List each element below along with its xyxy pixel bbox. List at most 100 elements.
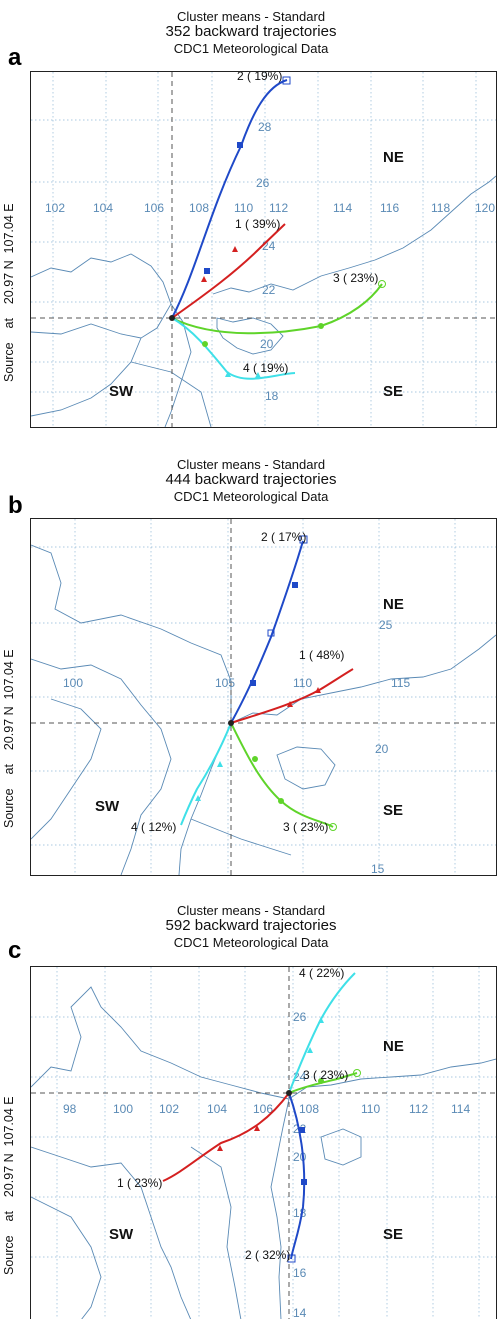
cluster-4-label: 4 ( 12%) [131,820,176,834]
lat-tick: 18 [265,389,279,403]
lat-tick: 20 [375,742,389,756]
source-crosshair [31,519,496,875]
source-label: Source at 20.97 N 107.04 E [2,203,16,382]
lon-tick: 118 [431,201,450,215]
cluster-labels: 1 ( 39%) 2 ( 19%) 3 ( 23%) 4 ( 19%) [235,72,378,375]
lat-tick: 28 [258,120,272,134]
cluster-3-label: 3 ( 23%) [333,271,378,285]
tick-labels: 98 100 102 104 106 108 110 112 114 26 24… [63,1010,470,1319]
cluster-2-label: 2 ( 32%) [245,1248,290,1262]
region-sw: SW [109,383,134,400]
lat-tick: 14 [293,1306,307,1319]
panel-title-2: 352 backward trajectories [165,23,337,40]
coastline [31,175,496,427]
trajectory-cluster-1 [162,1092,290,1182]
trajectory-cluster-2 [230,540,304,724]
lon-tick: 116 [380,201,399,215]
region-ne: NE [383,1038,404,1055]
map-svg: 98 100 102 104 106 108 110 112 114 26 24… [31,967,496,1319]
region-se: SE [383,1226,403,1243]
region-labels: NE SE SW [95,596,404,819]
lon-tick: 100 [113,1102,133,1116]
lon-tick: 106 [144,201,164,215]
region-se: SE [383,802,403,819]
source-label: Source at 20.97 N 107.04 E [2,1096,16,1275]
trajectory-cluster-4 [180,722,232,826]
trajectory-cluster-4 [171,317,296,380]
region-sw: SW [95,798,120,815]
trajectory-cluster-1 [230,668,354,724]
region-sw: SW [109,1226,134,1243]
cluster-1-label: 1 ( 39%) [235,217,280,231]
lon-tick: 102 [159,1102,179,1116]
panel-letter: b [8,492,23,519]
cluster-4-label: 4 ( 19%) [243,361,288,375]
grid-lines [31,72,496,427]
cluster-labels: 1 ( 23%) 2 ( 32%) 3 ( 23%) 4 ( 22%) [117,967,348,1262]
lon-tick: 110 [293,676,312,690]
lon-tick: 115 [391,676,410,690]
panel-title-2: 592 backward trajectories [165,917,337,934]
lat-tick: 26 [256,176,270,190]
lon-tick: 110 [234,201,253,215]
tick-labels: 102 104 106 108 110 112 114 116 118 120 … [45,120,495,403]
lon-tick: 108 [189,201,209,215]
lon-tick: 120 [475,201,495,215]
panel-title-1: Cluster means - Standard [176,457,326,472]
trajectory-markers [169,76,386,378]
coastline [31,544,496,875]
panel-title-3: CDC1 Meteorological Data [173,935,329,950]
source-label: Source at 20.97 N 107.04 E [2,649,16,828]
lat-tick: 18 [293,1206,307,1220]
trajectory-markers [217,1017,361,1263]
lon-tick: 106 [253,1102,273,1116]
lon-tick: 108 [299,1102,319,1116]
region-ne: NE [383,149,404,166]
trajectory-map: 98 100 102 104 106 108 110 112 114 26 24… [30,966,497,1319]
cluster-1-label: 1 ( 48%) [299,648,344,662]
lon-tick: 102 [45,201,65,215]
lat-tick: 24 [262,239,276,253]
lon-tick: 100 [63,676,83,690]
region-ne: NE [383,596,404,613]
panel-title-1: Cluster means - Standard [176,9,326,24]
lon-tick: 112 [409,1102,428,1116]
cluster-3-label: 3 ( 23%) [303,1068,348,1082]
region-se: SE [383,383,403,400]
cluster-3-label: 3 ( 23%) [283,820,328,834]
lat-tick: 16 [293,1266,307,1280]
region-labels: NE SE SW [109,149,404,400]
map-svg: 100 105 110 115 25 20 15 [31,519,496,875]
source-crosshair [31,72,496,427]
lon-tick: 112 [269,201,288,215]
panel-title-3: CDC1 Meteorological Data [173,489,329,504]
trajectory-map: 102 104 106 108 110 112 114 116 118 120 … [30,71,497,428]
grid-lines [31,519,496,875]
lon-tick: 114 [333,201,352,215]
lat-tick: 25 [379,618,393,632]
panel-title-2: 444 backward trajectories [165,471,337,488]
panel-letter: a [8,44,22,71]
lon-tick: 104 [93,201,113,215]
trajectory-cluster-3 [171,283,383,335]
trajectory-cluster-1 [171,223,286,319]
lon-tick: 114 [451,1102,470,1116]
cluster-2-label: 2 ( 17%) [261,530,306,544]
coastline [31,986,496,1319]
lon-tick: 110 [361,1102,380,1116]
cluster-1-label: 1 ( 23%) [117,1176,162,1190]
panel-letter: c [8,937,22,964]
lat-tick: 20 [293,1150,307,1164]
trajectory-cluster-2 [171,79,288,319]
lat-tick: 15 [371,862,385,875]
trajectory-cluster-3 [288,1072,358,1094]
trajectory-map: 100 105 110 115 25 20 15 [30,518,497,876]
cluster-4-label: 4 ( 22%) [299,967,344,980]
region-labels: NE SE SW [109,1038,404,1243]
map-svg: 102 104 106 108 110 112 114 116 118 120 … [31,72,496,427]
panel-title-3: CDC1 Meteorological Data [173,41,329,56]
panel-title-1: Cluster means - Standard [176,903,326,918]
trajectory-markers [195,535,337,831]
lat-tick: 26 [293,1010,307,1024]
trajectory-cluster-2 [288,1092,306,1260]
